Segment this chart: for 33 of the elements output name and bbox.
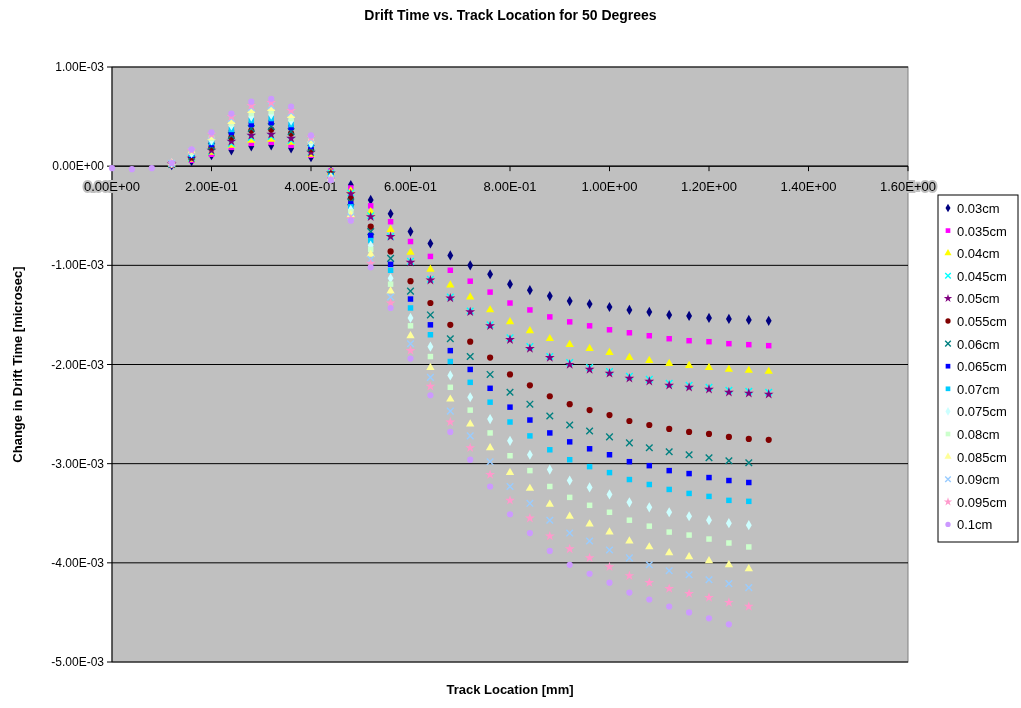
y-tick-label: -1.00E-03	[51, 258, 105, 273]
x-tick-label: 8.00E-01	[483, 179, 537, 195]
chart-title: Drift Time vs. Track Location for 50 Degrees	[364, 7, 657, 23]
legend-label: 0.03cm	[957, 201, 1000, 216]
legend-label: 0.085cm	[957, 449, 1007, 465]
x-tick-label: 1.20E+00	[680, 179, 738, 195]
x-tick-label: 2.00E-01	[185, 179, 238, 195]
y-tick-label: -3.00E-03	[51, 456, 105, 471]
legend-label: 0.05cm	[957, 291, 1000, 307]
legend-label: 0.07cm	[957, 381, 1000, 397]
legend-label: 0.035cm	[957, 223, 1007, 239]
text: 0.1cm	[957, 517, 993, 533]
y-tick-label: -2.00E-03	[51, 357, 105, 372]
legend-label: 0.075cm	[957, 404, 1007, 420]
x-tick-label: 1.40E+00	[780, 179, 837, 195]
text: 0.055cm	[957, 314, 1007, 329]
x-tick-label: 6.00E-01	[384, 179, 437, 195]
x-tick-label: 4.00E-01	[284, 179, 338, 195]
x-axis-title: Track Location [mm]	[446, 682, 574, 697]
y-tick-label: -5.00E-03	[51, 655, 105, 669]
legend-label: 0.095cm	[957, 494, 1007, 510]
y-tick-label: -4.00E-03	[51, 555, 105, 570]
y-axis-title: Change in Drift Time [microsec]	[10, 266, 25, 463]
x-tick-label: 1.60E+00	[879, 179, 937, 195]
legend-label: 0.065cm	[957, 359, 1007, 375]
legend-label: 0.04cm	[957, 246, 1000, 262]
y-tick-label: 1.00E-03	[55, 60, 105, 74]
legend-label: 0.09cm	[957, 472, 1000, 488]
legend-label: 0.045cm	[957, 268, 1007, 284]
legend-label: 0.06cm	[957, 336, 1000, 352]
legend-label: 0.08cm	[957, 427, 1000, 442]
x-tick-label: 1.00E+00	[581, 179, 638, 195]
y-tick-label: 0.00E+00	[52, 159, 105, 174]
